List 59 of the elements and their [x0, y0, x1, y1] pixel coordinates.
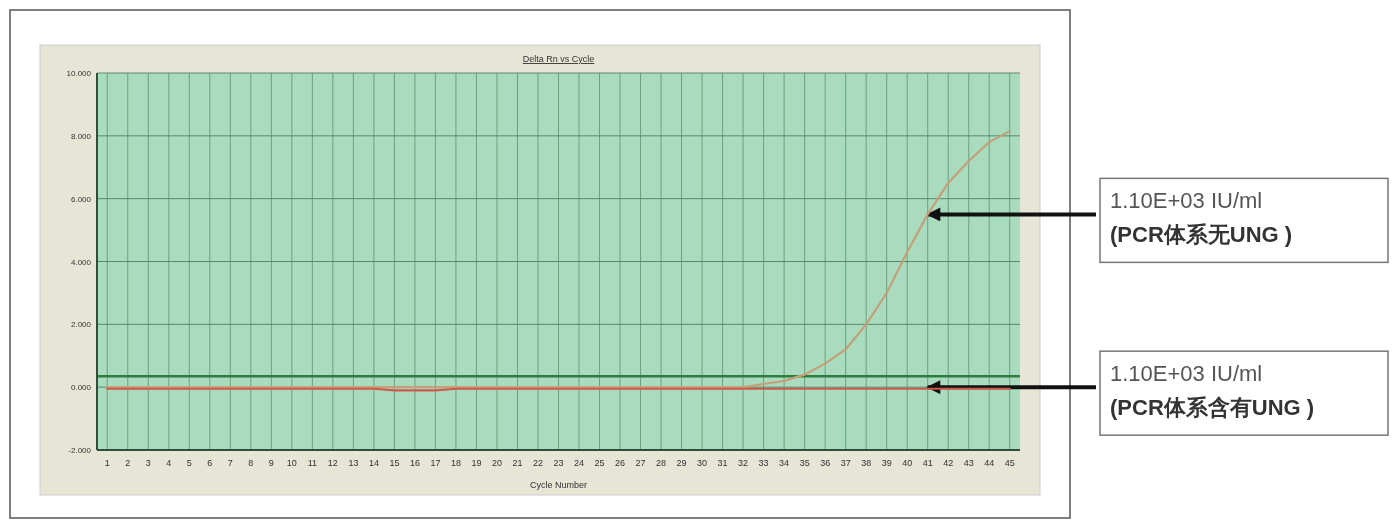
x-tick-label: 23: [553, 458, 564, 468]
x-tick-label: 37: [840, 458, 851, 468]
x-tick-label: 5: [186, 458, 192, 468]
y-tick-label: 6.000: [70, 194, 92, 204]
x-tick-label: 26: [615, 458, 626, 468]
x-tick-label: 19: [471, 458, 482, 468]
y-tick-label: 2.000: [70, 320, 92, 330]
x-tick-label: 38: [861, 458, 872, 468]
x-tick-label: 44: [984, 458, 995, 468]
annotation: 1.10E+03 IU/ml (PCR体系无UNG ): [1110, 188, 1293, 248]
annotation: 1.10E+03 IU/ml (PCR体系含有UNG ): [1110, 361, 1315, 421]
x-tick-label: 7: [227, 458, 233, 468]
annotation: 1.10E+03 IU/ml (PCR体系无UNG ): [926, 177, 1389, 264]
x-tick-label: 27: [635, 458, 646, 468]
x-tick-label: 6: [207, 458, 213, 468]
x-tick-label: 8: [248, 458, 254, 468]
x-tick-label: 21: [512, 458, 523, 468]
x-tick-label: 28: [656, 458, 667, 468]
y-tick-label: 0.000: [70, 383, 92, 393]
x-axis-title: Cycle Number: [529, 480, 588, 490]
x-tick-label: 3: [145, 458, 151, 468]
y-tick-label: -2.000: [68, 446, 92, 455]
y-tick-label: 4.000: [70, 257, 92, 267]
x-tick-label: 22: [532, 458, 543, 468]
y-tick-label: 10.000: [66, 69, 92, 78]
x-tick-label: 12: [327, 458, 338, 468]
x-tick-label: 41: [922, 458, 933, 468]
x-tick-label: 11: [307, 458, 318, 468]
x-tick-label: 15: [389, 458, 400, 468]
x-tick-label: 30: [697, 458, 708, 468]
x-tick-label: 32: [738, 458, 749, 468]
x-tick-label: 31: [717, 458, 728, 468]
x-tick-label: 39: [881, 458, 892, 468]
x-tick-label: 18: [450, 458, 461, 468]
x-tick-label: 10: [286, 458, 297, 468]
x-tick-label: 4: [166, 458, 172, 468]
x-tick-label: 16: [409, 458, 420, 468]
x-tick-label: 29: [676, 458, 687, 468]
x-tick-label: 45: [1004, 458, 1015, 468]
x-tick-label: 36: [820, 458, 831, 468]
x-tick-label: 42: [943, 458, 954, 468]
x-tick-label: 25: [594, 458, 605, 468]
line-series: [106, 130, 1011, 389]
chart-title: Delta Rn vs Cycle: [522, 54, 595, 64]
x-tick-label: 35: [799, 458, 810, 468]
x-tick-label: 20: [491, 458, 502, 468]
x-tick-label: 2: [125, 458, 131, 468]
x-tick-label: 40: [902, 458, 913, 468]
x-tick-label: 13: [348, 458, 359, 468]
x-tick-label: 17: [430, 458, 441, 468]
x-tick-label: 43: [963, 458, 974, 468]
x-tick-label: 9: [268, 458, 274, 468]
x-tick-label: 14: [368, 458, 379, 468]
annotation: 1.10E+03 IU/ml (PCR体系含有UNG ): [926, 350, 1389, 436]
x-tick-label: 33: [758, 458, 769, 468]
x-tick-label: 1: [104, 458, 110, 468]
x-tick-label: 34: [779, 458, 790, 468]
x-tick-label: 24: [574, 458, 585, 468]
y-tick-label: 8.000: [70, 131, 92, 141]
